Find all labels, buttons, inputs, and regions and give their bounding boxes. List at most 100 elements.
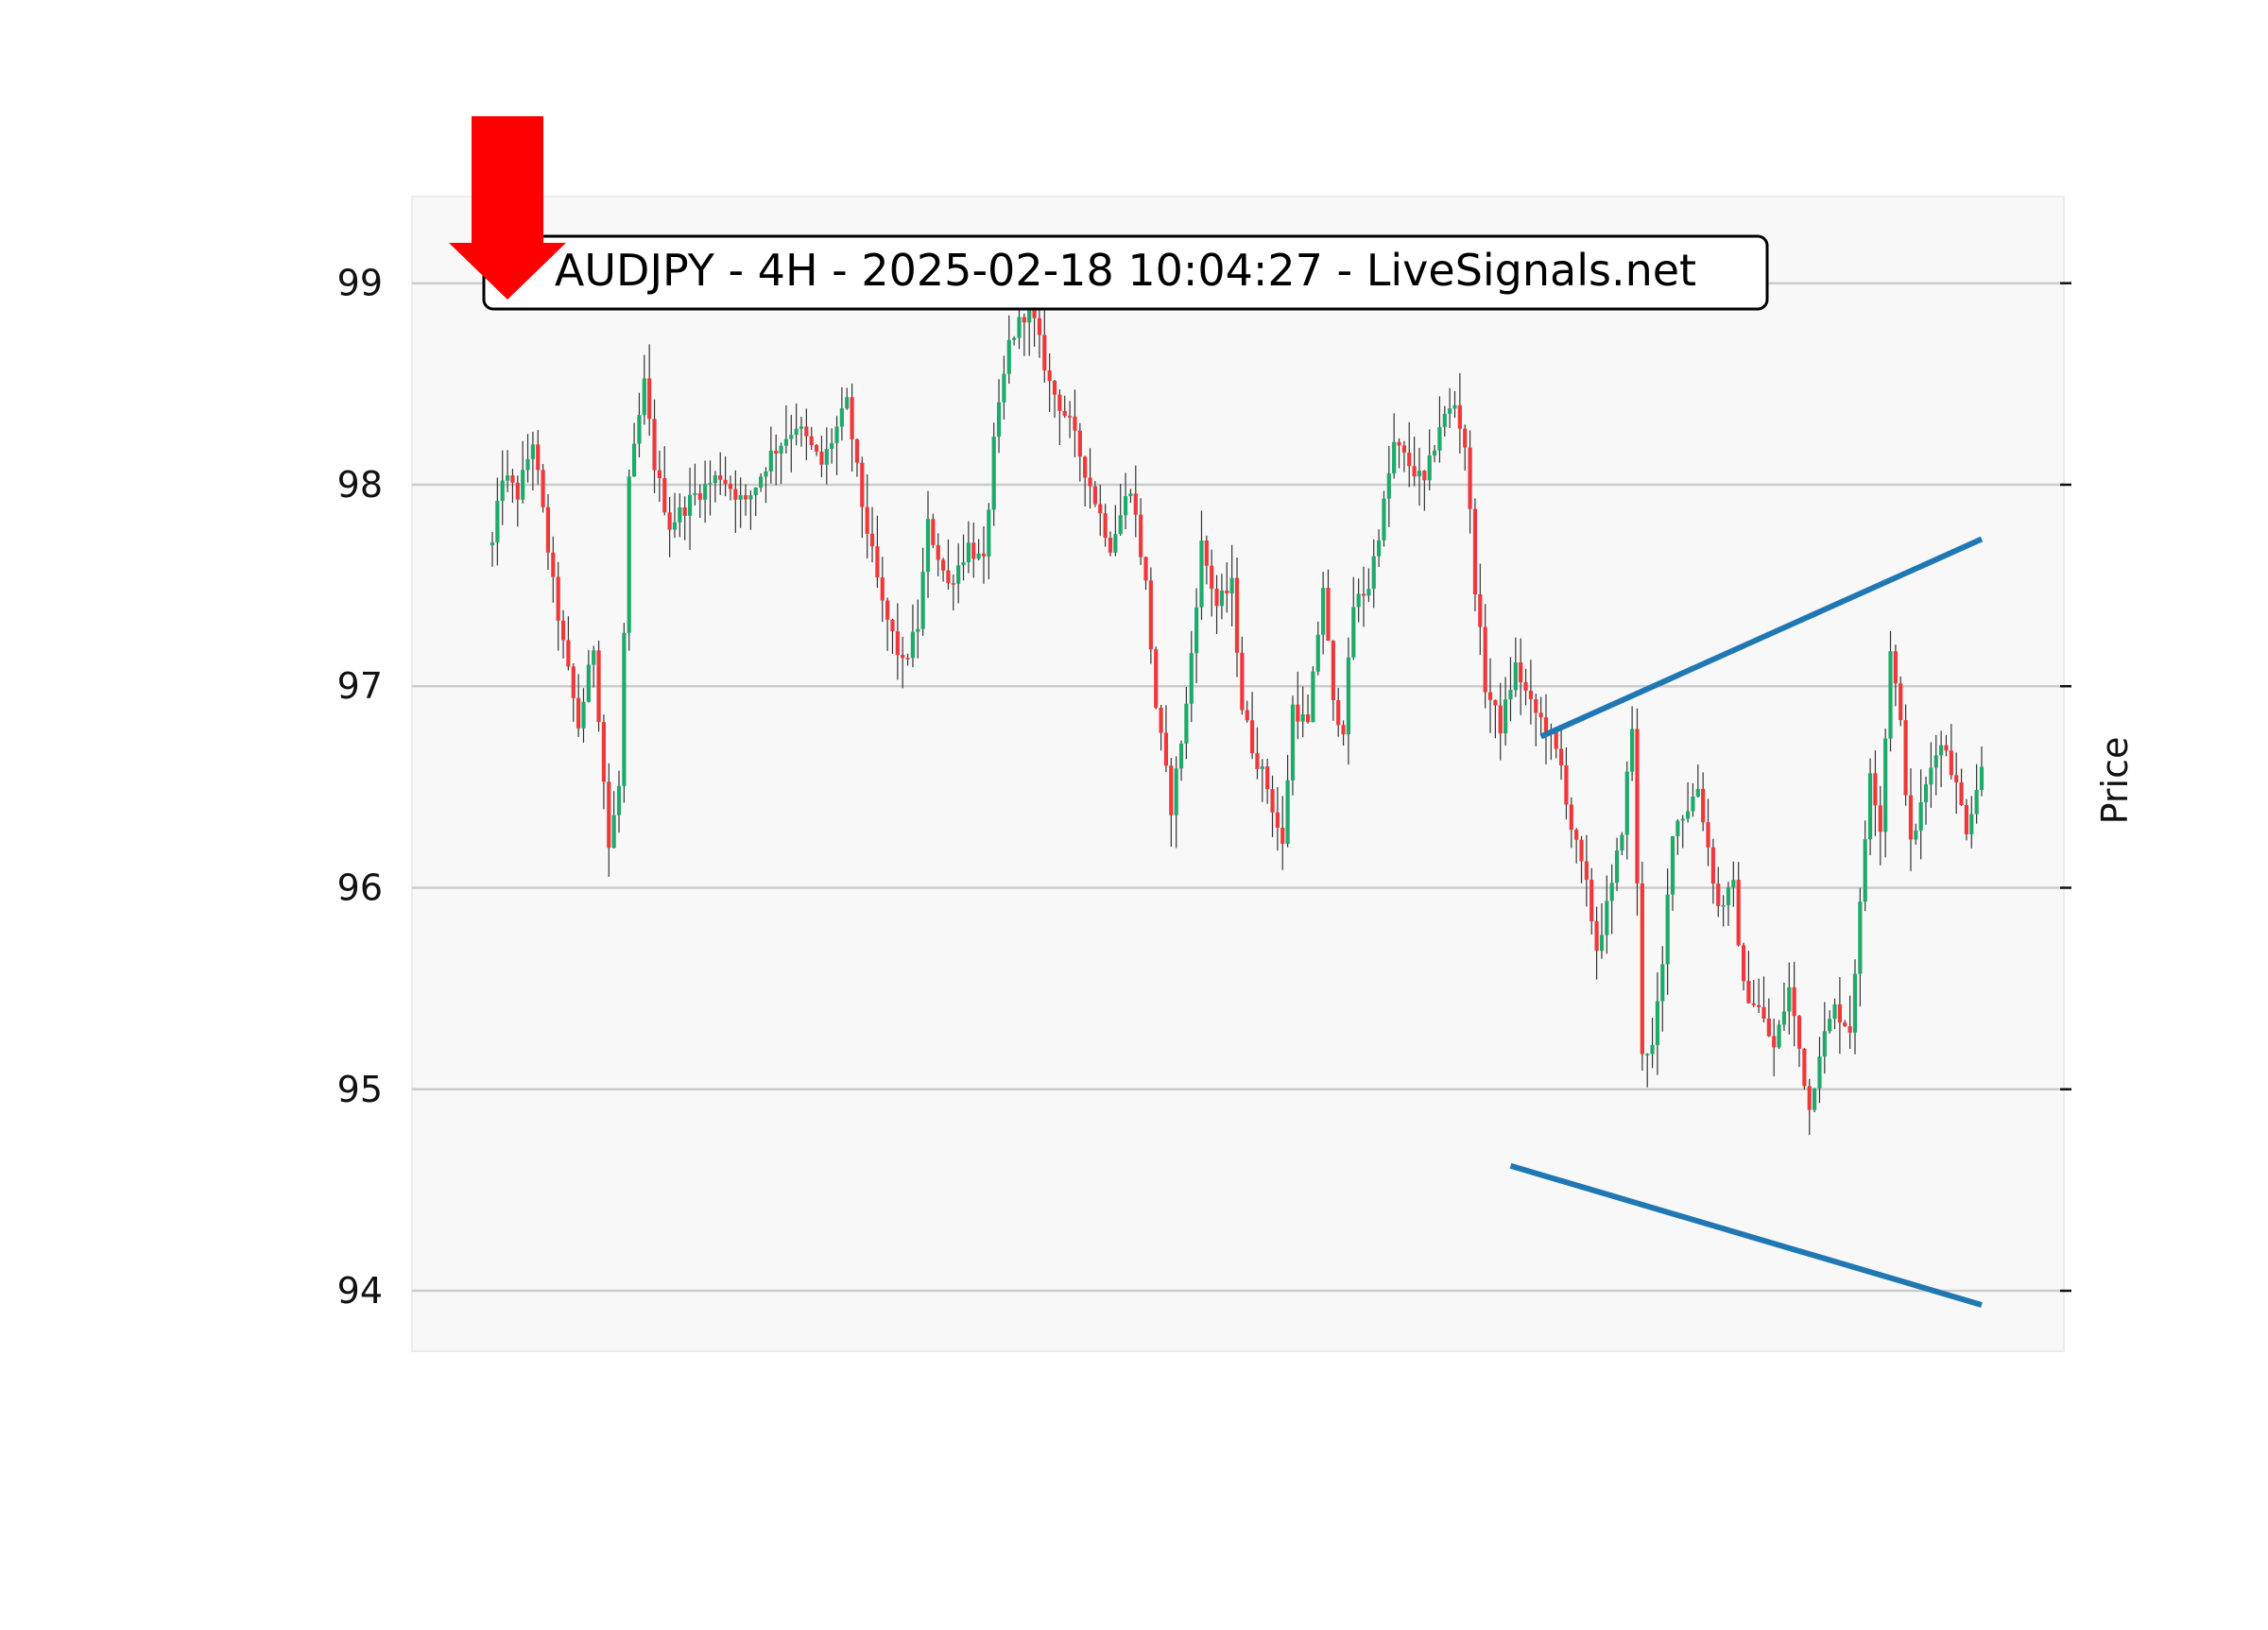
candle-body-down bbox=[1741, 945, 1746, 982]
candle bbox=[885, 597, 890, 651]
candle bbox=[794, 403, 799, 446]
candle bbox=[814, 443, 819, 456]
candle bbox=[1594, 906, 1599, 980]
candle-body-up bbox=[495, 501, 500, 542]
candle-body-down bbox=[662, 478, 667, 513]
candle-body-down bbox=[951, 583, 955, 585]
candle bbox=[1108, 531, 1113, 557]
candle-body-up bbox=[976, 553, 981, 559]
candle bbox=[1154, 646, 1159, 710]
candle-body-up bbox=[1787, 987, 1792, 1012]
candle-body-down bbox=[723, 479, 728, 485]
candle-body-down bbox=[682, 506, 687, 516]
candle-body-up bbox=[1300, 714, 1305, 722]
candle-body-down bbox=[545, 506, 551, 553]
candle-body-down bbox=[1736, 880, 1741, 946]
candle bbox=[1944, 734, 1949, 757]
candle-body-down bbox=[1331, 641, 1335, 701]
candle-body-up bbox=[592, 650, 596, 665]
candle bbox=[1493, 699, 1498, 739]
candle bbox=[1893, 644, 1898, 707]
candle-body-up bbox=[1356, 593, 1361, 608]
candle bbox=[1022, 313, 1026, 356]
candle bbox=[1828, 1010, 1832, 1034]
candle bbox=[1472, 498, 1478, 612]
candle bbox=[1052, 379, 1057, 419]
candle-body-up bbox=[1366, 589, 1371, 596]
candle-body-down bbox=[860, 462, 865, 507]
candle bbox=[1939, 730, 1944, 788]
candle-body-up bbox=[1888, 651, 1893, 739]
candle bbox=[1914, 823, 1918, 845]
candle-body-up bbox=[530, 444, 535, 459]
arrow-head bbox=[449, 243, 566, 300]
candle-body-up bbox=[1351, 607, 1356, 658]
candle bbox=[1867, 758, 1873, 856]
candle bbox=[627, 469, 631, 651]
candle bbox=[1083, 455, 1088, 507]
candle-body-up bbox=[987, 509, 991, 557]
candle bbox=[1757, 978, 1761, 1014]
candle-body-up bbox=[678, 506, 682, 523]
candle bbox=[1979, 746, 1984, 797]
candle bbox=[1640, 861, 1644, 1071]
candle-body-down bbox=[1807, 1086, 1812, 1110]
candle-body-down bbox=[1397, 441, 1401, 446]
candle-body-up bbox=[1199, 540, 1204, 608]
candle-body-up bbox=[672, 522, 678, 530]
candle-body-down bbox=[743, 495, 748, 500]
candle-body-down bbox=[1543, 717, 1549, 733]
candle-body-down bbox=[1022, 317, 1026, 323]
candle-body-down bbox=[814, 445, 819, 452]
candle bbox=[1655, 972, 1660, 1075]
candle bbox=[1519, 638, 1523, 715]
y-tick-label: 98 bbox=[337, 464, 383, 506]
candle-body-down bbox=[510, 475, 515, 483]
candle-body-down bbox=[657, 470, 662, 479]
candle bbox=[541, 464, 545, 513]
candle-body-down bbox=[1057, 394, 1062, 411]
candle bbox=[505, 450, 510, 492]
candle bbox=[1847, 995, 1852, 1049]
candle-body-down bbox=[1584, 861, 1589, 881]
candle bbox=[1721, 895, 1726, 927]
candle-body-up bbox=[687, 494, 693, 516]
candle bbox=[1888, 630, 1893, 752]
candle bbox=[1229, 544, 1234, 626]
candle-body-up bbox=[1929, 767, 1933, 785]
candle-body-up bbox=[1321, 588, 1326, 635]
candle bbox=[1534, 694, 1538, 746]
candle-body-down bbox=[1498, 705, 1503, 734]
candle bbox=[1899, 676, 1903, 727]
candle bbox=[601, 714, 607, 810]
candle bbox=[1908, 767, 1914, 871]
candle bbox=[1401, 440, 1406, 472]
candle-body-down bbox=[728, 484, 733, 489]
candle bbox=[946, 539, 951, 590]
candle bbox=[1417, 448, 1422, 506]
candle-body-down bbox=[1796, 1016, 1802, 1049]
candle bbox=[556, 561, 560, 651]
candle bbox=[1397, 438, 1401, 469]
plot-background bbox=[411, 196, 2065, 1352]
candle-body-up bbox=[1650, 1044, 1655, 1055]
candle-body-down bbox=[541, 470, 545, 507]
candle-body-down bbox=[875, 546, 880, 578]
candle bbox=[662, 446, 667, 516]
candle bbox=[637, 392, 642, 458]
candle bbox=[1245, 700, 1249, 723]
candle-body-down bbox=[1143, 557, 1148, 581]
candle bbox=[1376, 529, 1382, 567]
candle bbox=[607, 763, 611, 877]
candle-body-up bbox=[1508, 690, 1513, 700]
candle-body-up bbox=[1685, 811, 1691, 819]
candle-body-down bbox=[1487, 692, 1493, 700]
candle bbox=[1508, 657, 1513, 722]
candle bbox=[1483, 604, 1487, 709]
candle-body-up bbox=[830, 443, 834, 450]
candle-body-down bbox=[1534, 698, 1538, 713]
candle bbox=[1468, 430, 1472, 534]
candle bbox=[1599, 903, 1605, 959]
candle-body-up bbox=[764, 471, 768, 477]
candle bbox=[1139, 498, 1143, 565]
